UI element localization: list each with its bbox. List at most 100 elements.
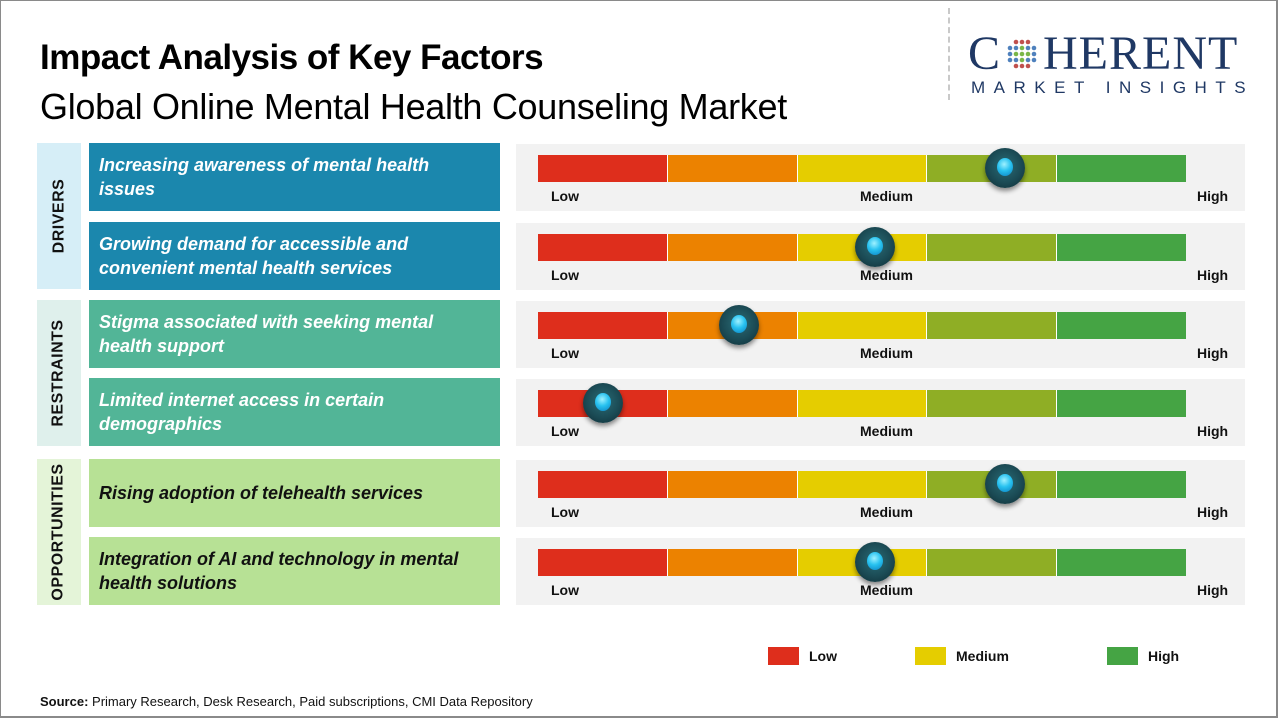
scale-label-high: High <box>1197 267 1229 283</box>
impact-indicator-knob <box>984 148 1025 188</box>
scale-segment-4 <box>927 549 1058 576</box>
source-text: Primary Research, Desk Research, Paid su… <box>88 694 533 709</box>
logo-tagline: MARKET INSIGHTS <box>971 78 1255 97</box>
globe-dot <box>1025 57 1031 63</box>
logo-letter-c: C <box>968 27 1002 80</box>
impact-meter: Low Medium High <box>516 538 1245 605</box>
globe-dot <box>1025 51 1031 57</box>
scale-label-high: High <box>1197 423 1229 439</box>
scale-label-low: Low <box>551 504 579 520</box>
scale-label-medium: Medium <box>860 267 913 283</box>
scale-segment-2 <box>667 549 798 576</box>
scale-segment-3 <box>797 471 928 498</box>
globe-dot <box>1013 63 1019 69</box>
scale-segment-1 <box>538 155 668 182</box>
impact-indicator-knob <box>984 464 1025 504</box>
scale-label-medium: Medium <box>860 504 913 520</box>
globe-dot <box>1013 45 1019 51</box>
scale-segment-1 <box>538 312 668 339</box>
legend-swatch-low <box>768 647 799 665</box>
scale-label-medium: Medium <box>860 345 913 361</box>
factor-box: Integration of AI and technology in ment… <box>89 537 500 605</box>
factor-label: Limited internet access in certain demog… <box>99 390 385 434</box>
scale-segment-3 <box>797 155 928 182</box>
scale-segment-5 <box>1057 549 1186 576</box>
globe-dot <box>1019 51 1025 57</box>
scale-label-low: Low <box>551 345 579 361</box>
scale-label-high: High <box>1197 582 1229 598</box>
scale-segment-2 <box>667 471 798 498</box>
globe-dot <box>1013 57 1019 63</box>
scale-segment-1 <box>538 471 668 498</box>
scale-segment-2 <box>667 390 798 417</box>
category-label: RESTRAINTS <box>50 319 68 427</box>
scale-segment-5 <box>1057 155 1186 182</box>
scale-label-low: Low <box>551 267 579 283</box>
scale-label-medium: Medium <box>860 188 913 204</box>
globe-dot <box>1025 39 1031 45</box>
category-label: DRIVERS <box>50 178 67 254</box>
scale-segment-4 <box>927 312 1058 339</box>
legend-item-high: High <box>1107 647 1179 665</box>
scale-segment-1 <box>538 234 668 261</box>
factor-box: Growing demand for accessible and conven… <box>89 222 500 290</box>
globe-dot <box>1031 51 1037 57</box>
source-note: Source: Primary Research, Desk Research,… <box>40 694 533 709</box>
scale-label-high: High <box>1197 345 1229 361</box>
scale-segment-3 <box>797 390 928 417</box>
factor-box: Stigma associated with seeking mental he… <box>89 300 500 368</box>
globe-dot <box>1007 57 1013 63</box>
impact-meter: Low Medium High <box>516 144 1245 211</box>
scale-label-high: High <box>1197 504 1229 520</box>
impact-scale-bar <box>538 390 1186 417</box>
legend-label: Low <box>809 648 837 664</box>
impact-indicator-knob <box>854 542 895 582</box>
scale-segment-2 <box>667 155 798 182</box>
scale-segment-2 <box>667 234 798 261</box>
scale-segment-5 <box>1057 471 1186 498</box>
scale-label-medium: Medium <box>860 582 913 598</box>
category-label: OPPORTUNITIES <box>50 463 67 601</box>
scale-segment-5 <box>1057 234 1186 261</box>
globe-dot <box>1013 39 1019 45</box>
impact-indicator-knob <box>718 305 759 345</box>
factor-label: Integration of AI and technology in ment… <box>99 549 459 593</box>
scale-segment-5 <box>1057 390 1186 417</box>
globe-dot <box>1007 51 1013 57</box>
globe-dot <box>1019 63 1025 69</box>
legend-item-low: Low <box>768 647 837 665</box>
globe-dot <box>1019 45 1025 51</box>
logo-wordmark: C HERENT <box>968 30 1238 78</box>
factor-label: Increasing awareness of mental health is… <box>99 155 430 199</box>
scale-label-low: Low <box>551 188 579 204</box>
impact-scale-bar <box>538 155 1186 182</box>
impact-indicator-knob <box>582 383 623 423</box>
globe-dot <box>1025 45 1031 51</box>
legend-swatch-high <box>1107 647 1138 665</box>
factor-box: Limited internet access in certain demog… <box>89 378 500 446</box>
impact-meter: Low Medium High <box>516 301 1245 368</box>
source-label: Source: <box>40 694 89 709</box>
category-panel-drivers: DRIVERS <box>37 143 81 289</box>
globe-dot <box>1019 57 1025 63</box>
scale-segment-5 <box>1057 312 1186 339</box>
factor-label: Stigma associated with seeking mental he… <box>99 312 434 356</box>
company-logo: C HERENT MARKET INSIGHTS <box>968 30 1263 100</box>
logo-divider <box>948 8 950 100</box>
scale-label-low: Low <box>551 423 579 439</box>
globe-dot <box>1025 63 1031 69</box>
globe-dot <box>1031 45 1037 51</box>
category-panel-restraints: RESTRAINTS <box>37 300 81 446</box>
scale-segment-4 <box>927 234 1058 261</box>
impact-meter: Low Medium High <box>516 223 1245 290</box>
category-panel-opportunities: OPPORTUNITIES <box>37 459 81 605</box>
legend-swatch-medium <box>915 647 946 665</box>
impact-meter: Low Medium High <box>516 379 1245 446</box>
scale-label-low: Low <box>551 582 579 598</box>
legend-label: High <box>1148 648 1180 664</box>
globe-dot <box>1031 57 1037 63</box>
impact-meter: Low Medium High <box>516 460 1245 527</box>
page-title: Impact Analysis of Key Factors <box>40 38 544 77</box>
factor-box: Increasing awareness of mental health is… <box>89 143 500 211</box>
scale-segment-4 <box>927 390 1058 417</box>
